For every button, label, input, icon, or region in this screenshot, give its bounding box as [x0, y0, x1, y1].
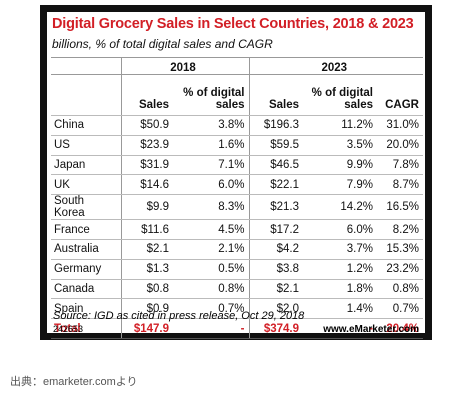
cell: $0.8 — [121, 279, 173, 300]
cell: $2.1 — [121, 239, 173, 260]
table-row: Germany $1.3 0.5% $3.8 1.2% 23.2% — [51, 259, 423, 280]
cell: $4.2 — [249, 239, 303, 260]
cell: - — [303, 318, 377, 339]
cell: 6.0% — [173, 174, 250, 196]
table: 2018 2023 Sales % of digital sales Sales… — [51, 57, 423, 339]
table-row: China $50.9 3.8% $196.3 11.2% 31.0% — [51, 115, 423, 136]
cell: $46.5 — [249, 155, 303, 176]
cell: $2.1 — [249, 279, 303, 300]
cell: $21.3 — [249, 194, 303, 221]
cell: 8.3% — [173, 194, 250, 221]
cell: 31.0% — [377, 115, 423, 136]
cell: $31.9 — [121, 155, 173, 176]
cell: $147.9 — [121, 318, 173, 339]
row-label: Total — [51, 318, 122, 339]
cell: $374.9 — [249, 318, 303, 339]
row-label: US — [51, 135, 122, 156]
row-label: Germany — [51, 259, 122, 280]
column-header: % of digital sales — [173, 74, 250, 116]
cell: 20.4% — [377, 318, 423, 339]
cell: $59.5 — [249, 135, 303, 156]
cell: 15.3% — [377, 239, 423, 260]
caption: 出典：emarketer.comより — [10, 376, 138, 388]
cell: 0.7% — [173, 298, 250, 320]
cell: $0.9 — [121, 298, 173, 320]
cell: 14.2% — [303, 194, 377, 221]
group-row: 2018 2023 — [51, 57, 423, 75]
cell: 9.9% — [303, 155, 377, 176]
cell: $22.1 — [249, 174, 303, 196]
cell: $11.6 — [121, 219, 173, 240]
column-header: % of digital sales — [303, 74, 377, 116]
row-label: Spain — [51, 298, 122, 320]
cell: 0.7% — [377, 298, 423, 320]
cell: $23.9 — [121, 135, 173, 156]
total-row: Total $147.9- $374.9-20.4% — [51, 318, 423, 339]
cell: $14.6 — [121, 174, 173, 196]
cell: 8.7% — [377, 174, 423, 196]
cell: 0.8% — [377, 279, 423, 300]
cell: 2.1% — [173, 239, 250, 260]
row-label: Australia — [51, 239, 122, 260]
cell: 1.6% — [173, 135, 250, 156]
cell: $1.3 — [121, 259, 173, 280]
cell: 6.0% — [303, 219, 377, 240]
cell: 23.2% — [377, 259, 423, 280]
cell: $50.9 — [121, 115, 173, 136]
cell: $2.0 — [249, 298, 303, 320]
cell: $3.8 — [249, 259, 303, 280]
table-row: France $11.6 4.5% $17.2 6.0% 8.2% — [51, 219, 423, 240]
cell: 7.8% — [377, 155, 423, 176]
chart-id: 242653 — [53, 324, 84, 334]
cell: 16.5% — [377, 194, 423, 221]
table-row: Australia $2.1 2.1% $4.2 3.7% 15.3% — [51, 239, 423, 260]
cell: $17.2 — [249, 219, 303, 240]
group-header: 2018 — [121, 57, 250, 75]
title: Digital Grocery Sales in Select Countrie… — [52, 16, 414, 32]
column-header: Sales — [121, 74, 173, 116]
table-row: Canada $0.8 0.8% $2.1 1.8% 0.8% — [51, 279, 423, 300]
cell: $196.3 — [249, 115, 303, 136]
cell: 3.7% — [303, 239, 377, 260]
cell: 1.2% — [303, 259, 377, 280]
table-row: South Korea $9.9 8.3% $21.3 14.2% 16.5% — [51, 194, 423, 221]
row-label: China — [51, 115, 122, 136]
cell: 1.8% — [303, 279, 377, 300]
row-label: Canada — [51, 279, 122, 300]
column-header: CAGR — [377, 74, 423, 116]
row-label: Japan — [51, 155, 122, 176]
table-row: Spain $0.9 0.7% $2.0 1.4% 0.7% — [51, 298, 423, 320]
cell: 3.8% — [173, 115, 250, 136]
cell: 1.4% — [303, 298, 377, 320]
site: www.eMarketer.com — [323, 324, 419, 335]
cell: 0.5% — [173, 259, 250, 280]
row-label: South Korea — [51, 194, 122, 221]
table-row: US $23.9 1.6% $59.5 3.5% 20.0% — [51, 135, 423, 156]
cell: 7.9% — [303, 174, 377, 196]
group-header: 2023 — [249, 57, 423, 75]
table-row: Japan $31.9 7.1% $46.5 9.9% 7.8% — [51, 155, 423, 176]
cell: 7.1% — [173, 155, 250, 176]
corner — [51, 57, 122, 75]
chart-card: Digital Grocery Sales in Select Countrie… — [40, 5, 432, 340]
source: Source: IGD as cited in press release, O… — [53, 310, 305, 322]
cell: 4.5% — [173, 219, 250, 240]
column-header: Sales — [249, 74, 303, 116]
cell: 3.5% — [303, 135, 377, 156]
table-row: UK $14.6 6.0% $22.1 7.9% 8.7% — [51, 174, 423, 196]
subtitle: billions, % of total digital sales and C… — [52, 37, 273, 51]
corner — [51, 74, 122, 116]
cell: 11.2% — [303, 115, 377, 136]
cell: 20.0% — [377, 135, 423, 156]
row-label: UK — [51, 174, 122, 196]
cell: $9.9 — [121, 194, 173, 221]
row-label: France — [51, 219, 122, 240]
column-row: Sales % of digital sales Sales % of digi… — [51, 74, 423, 116]
cell: 0.8% — [173, 279, 250, 300]
cell: - — [173, 318, 250, 339]
cell: 8.2% — [377, 219, 423, 240]
